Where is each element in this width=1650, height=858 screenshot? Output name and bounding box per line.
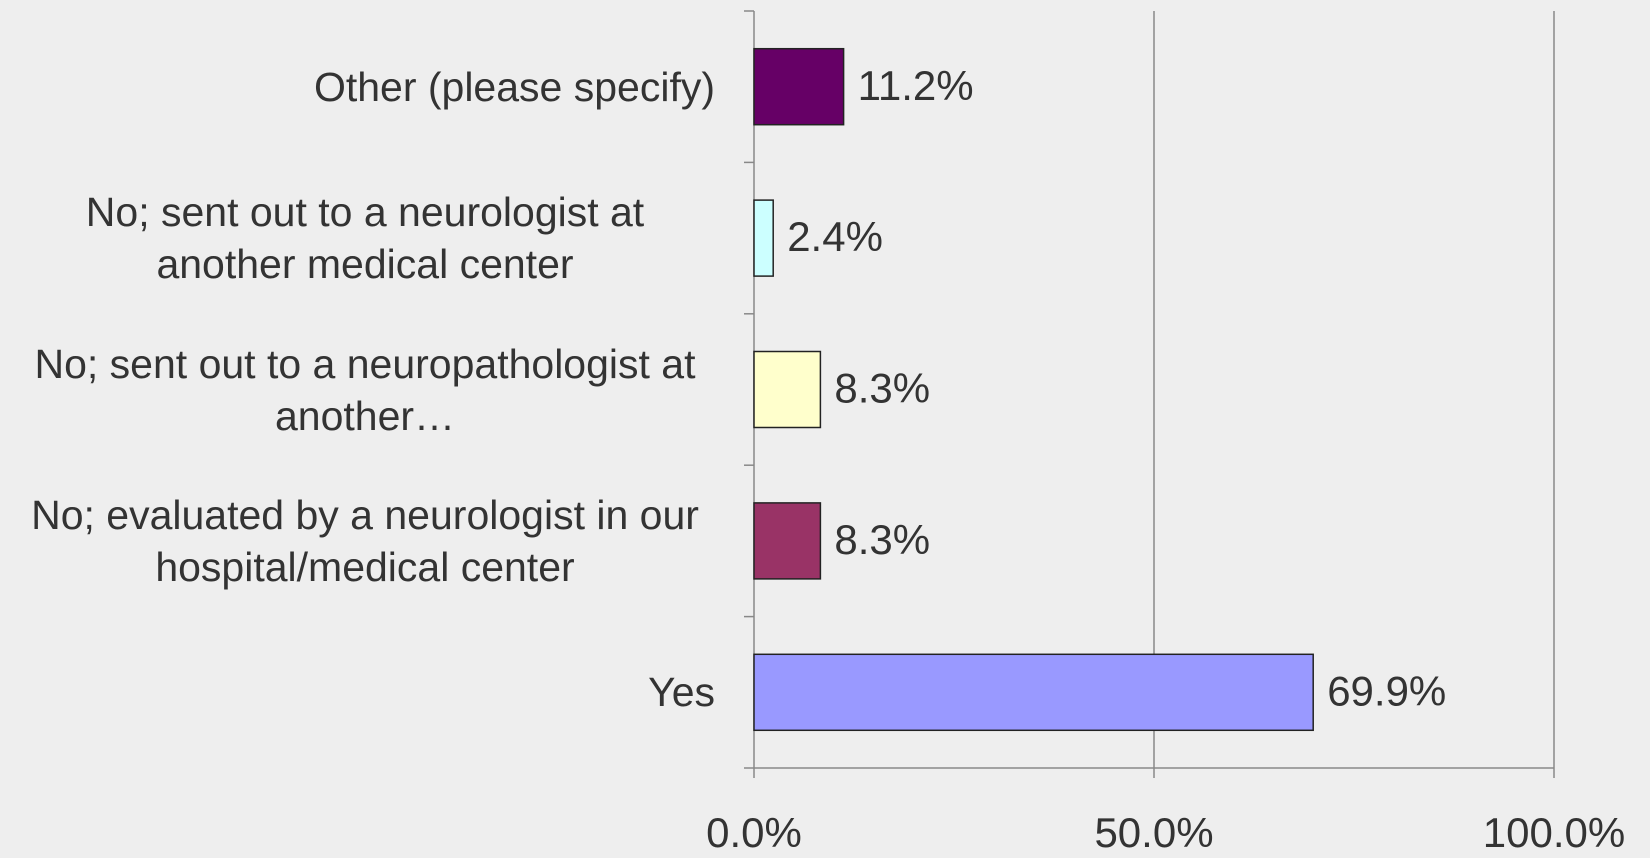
value-label: 2.4%	[787, 213, 883, 260]
category-label-row: Other (please specify)	[0, 61, 715, 113]
bar	[753, 199, 774, 277]
bar	[753, 502, 822, 580]
bar	[753, 350, 822, 429]
category-label: Other (please specify)	[313, 63, 715, 110]
bar	[753, 47, 845, 126]
value-label: 11.2%	[858, 62, 974, 109]
value-label: 8.3%	[834, 365, 930, 412]
category-label: Yes	[648, 669, 715, 716]
x-tick-label: 100.0%	[1483, 809, 1625, 856]
value-label: 8.3%	[834, 516, 930, 563]
category-label-row: No; evaluated by a neurologist in our ho…	[0, 489, 715, 593]
x-tick-label: 0.0%	[706, 809, 802, 856]
x-tick-label: 50.0%	[1094, 809, 1213, 856]
category-label-row: No; sent out to a neuropathologist at an…	[0, 338, 715, 442]
category-label: No; sent out to a neurologist at another…	[85, 189, 645, 288]
value-label: 69.9%	[1327, 667, 1446, 714]
category-label-row: Yes	[0, 666, 715, 718]
category-label: No; evaluated by a neurologist in our ho…	[31, 491, 699, 590]
category-label-row: No; sent out to a neurologist at another…	[0, 186, 715, 290]
bar	[753, 653, 1314, 732]
category-label: No; sent out to a neuropathologist at an…	[34, 340, 696, 439]
